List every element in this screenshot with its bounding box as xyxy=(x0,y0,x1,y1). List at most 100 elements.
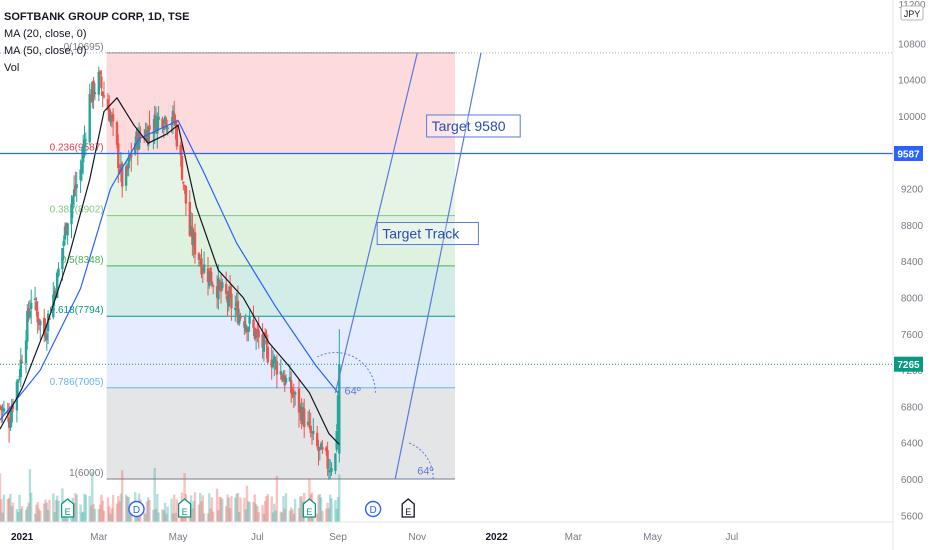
ma50-legend[interactable]: MA (50, close, 0) xyxy=(4,45,87,57)
volume-bar xyxy=(152,509,155,522)
candle-body xyxy=(335,430,338,450)
candle-body xyxy=(312,430,315,434)
candle-body xyxy=(252,319,255,328)
candle-body xyxy=(221,282,224,289)
volume-bar xyxy=(100,494,103,522)
candle-body xyxy=(218,281,221,286)
price-tick-label: 10400 xyxy=(898,76,926,87)
price-tick-label: 6000 xyxy=(901,475,924,486)
candle-body xyxy=(217,277,220,300)
currency-badge xyxy=(900,5,924,21)
time-tick-label: 2021 xyxy=(11,532,34,543)
candle-body xyxy=(39,320,42,326)
candle-body xyxy=(17,379,20,383)
angle-label: 64º xyxy=(417,465,433,477)
candle-body xyxy=(219,283,223,292)
candle-body xyxy=(98,71,102,75)
volume-bar xyxy=(230,496,233,522)
candle-body xyxy=(316,432,319,447)
candle-body xyxy=(1,408,4,411)
angle-arc xyxy=(409,442,434,480)
candle-body xyxy=(338,364,341,454)
candle-body xyxy=(228,286,232,296)
candle-body xyxy=(301,406,305,424)
volume-bar xyxy=(80,512,84,522)
candle-body xyxy=(199,262,202,264)
candle-body xyxy=(308,421,311,423)
volume-legend[interactable]: Vol xyxy=(4,62,20,74)
annotation-box xyxy=(426,114,521,138)
candle-body xyxy=(321,447,324,450)
annotation-box xyxy=(376,222,479,246)
volume-bar xyxy=(36,502,39,522)
candle-body xyxy=(336,395,340,430)
candle-body xyxy=(137,130,141,150)
volume-bar xyxy=(270,496,273,522)
candle-body xyxy=(56,272,59,299)
fib-zone xyxy=(106,215,455,266)
ma20-legend[interactable]: MA (20, close, 0) xyxy=(4,28,87,40)
volume-bar xyxy=(297,507,301,522)
candle-body xyxy=(303,408,306,428)
candle-body xyxy=(174,121,177,127)
price-axis[interactable]: 1120056006000640068007200760080008400880… xyxy=(898,0,926,522)
price-tick-label: 6800 xyxy=(901,402,924,413)
candle-body xyxy=(256,328,259,333)
fib-level-label: 0.786(7005) xyxy=(50,377,104,388)
candle-body xyxy=(43,317,46,335)
candle-body xyxy=(110,115,113,118)
candle-body xyxy=(139,133,142,138)
time-axis[interactable]: 2021 Mar May Jul Sep Nov 2022 Mar May Jul xyxy=(11,532,738,543)
volume-bar xyxy=(110,508,113,522)
volume-bar xyxy=(39,510,42,522)
candle-body xyxy=(26,310,29,342)
candle-body xyxy=(11,405,15,410)
candle-body xyxy=(9,422,12,429)
candle-body xyxy=(84,139,87,141)
earnings-icon[interactable]: E xyxy=(302,498,317,518)
volume-bar xyxy=(215,488,219,522)
candle-body xyxy=(163,116,167,124)
volume-bar xyxy=(165,513,168,522)
annotation-text: Target 9580 xyxy=(432,118,506,134)
volume-bar xyxy=(202,513,206,522)
earnings-icon[interactable]: E xyxy=(401,498,415,518)
volume-bar xyxy=(200,501,203,522)
candle-body xyxy=(91,81,94,103)
candle-body xyxy=(53,290,56,299)
fib-zone xyxy=(106,387,455,479)
candle-body xyxy=(180,155,184,180)
candle-body xyxy=(117,143,120,169)
chart-legend: SOFTBANK GROUP CORP, 1D, TSE MA (20, clo… xyxy=(4,9,189,77)
volume-bar xyxy=(145,501,149,522)
dividend-icon[interactable]: D xyxy=(128,500,145,518)
volume-bar xyxy=(2,494,6,522)
volume-bar xyxy=(1,512,4,522)
last-price-tag xyxy=(894,356,923,372)
volume-bar xyxy=(30,492,33,522)
earnings-icon[interactable]: E xyxy=(60,498,75,518)
price-tick-label: 10000 xyxy=(898,112,926,123)
volume-bar xyxy=(44,499,47,522)
candle-body xyxy=(209,267,212,282)
volume-bar xyxy=(273,503,276,522)
angle-label: 64º xyxy=(345,386,361,398)
symbol-title[interactable]: SOFTBANK GROUP CORP, 1D, TSE xyxy=(4,11,190,23)
volume-bar xyxy=(37,508,41,522)
price-tick-label: 6400 xyxy=(901,439,924,450)
angle-arc xyxy=(317,352,376,393)
dividend-icon[interactable]: D xyxy=(364,500,382,518)
candle-body xyxy=(128,157,132,160)
volume-bar xyxy=(17,511,20,522)
volume-bar xyxy=(0,499,3,522)
volume-bar xyxy=(299,496,302,522)
earnings-icon[interactable]: E xyxy=(177,498,192,518)
earnings-marker xyxy=(177,498,192,518)
volume-bar xyxy=(238,511,241,522)
candle-body xyxy=(144,130,147,139)
candle-body xyxy=(234,308,237,310)
volume-bar xyxy=(210,497,214,522)
volume-bar xyxy=(279,511,282,522)
volume-bar xyxy=(335,508,338,522)
